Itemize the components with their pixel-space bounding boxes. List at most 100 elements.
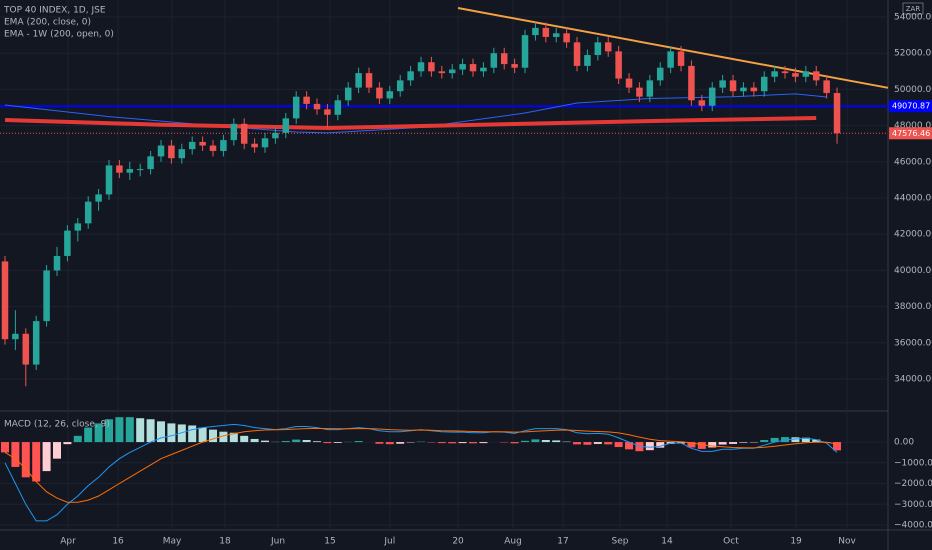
candle-body xyxy=(636,87,643,97)
candle-body xyxy=(469,64,477,72)
candle-body xyxy=(292,96,300,119)
x-tick-label: 14 xyxy=(661,537,673,547)
x-tick-label: 19 xyxy=(790,537,802,547)
candle-body xyxy=(532,27,539,36)
candle-body xyxy=(688,65,695,101)
macd-histogram-bar xyxy=(385,442,394,445)
macd-histogram-bar xyxy=(729,442,738,444)
candle-body xyxy=(261,138,269,148)
y-tick-label: 0.00 xyxy=(894,438,914,448)
macd-histogram-bar xyxy=(188,425,197,443)
macd-histogram-bar xyxy=(157,421,166,443)
y-tick-label: −2000.00 xyxy=(894,479,932,489)
macd-histogram-bar xyxy=(115,417,124,443)
macd-histogram-bar xyxy=(437,442,446,444)
macd-histogram-bar xyxy=(11,442,20,467)
macd-histogram-bar xyxy=(333,442,342,443)
y-tick-label: 52000.00 xyxy=(894,49,932,59)
x-tick-label: 18 xyxy=(219,537,231,547)
candle-body xyxy=(386,91,394,99)
y-tick-label: 44000.00 xyxy=(894,194,932,204)
macd-histogram-bar xyxy=(697,442,706,449)
macd-histogram-bar xyxy=(94,423,103,443)
indicator-label: EMA (200, close, 0) xyxy=(4,18,91,28)
macd-histogram-bar xyxy=(302,439,311,443)
macd-histogram-bar xyxy=(229,432,238,443)
macd-histogram-bar xyxy=(0,442,9,453)
macd-histogram-bar xyxy=(583,442,592,445)
price-tag xyxy=(889,100,932,113)
x-tick-label: 16 xyxy=(112,537,124,547)
candle-body xyxy=(719,80,726,88)
macd-histogram-bar xyxy=(656,442,665,448)
macd-histogram-bar xyxy=(209,429,218,443)
macd-histogram-bar xyxy=(552,440,561,443)
macd-histogram-bar xyxy=(375,442,384,444)
candle-body xyxy=(646,80,654,97)
x-tick-label: 20 xyxy=(452,537,464,547)
candle-body xyxy=(313,103,321,110)
macd-histogram-bar xyxy=(812,439,821,443)
macd-histogram-bar xyxy=(292,439,301,443)
candle-body xyxy=(480,67,487,72)
candle-body xyxy=(677,51,685,66)
macd-histogram-bar xyxy=(521,440,530,443)
macd-histogram-bar xyxy=(313,441,322,443)
candle-body xyxy=(272,132,279,139)
candle-body xyxy=(84,201,92,224)
macd-histogram-bar xyxy=(687,442,696,448)
candle-body xyxy=(604,42,612,52)
macd-histogram-bar xyxy=(448,442,457,444)
macd-histogram-bar xyxy=(833,442,842,451)
candle-body xyxy=(802,71,810,77)
macd-histogram-bar xyxy=(354,441,363,443)
candle-body xyxy=(365,73,373,88)
currency: ZAR xyxy=(906,5,921,13)
macd-histogram-bar xyxy=(573,442,582,445)
x-tick-label: Jun xyxy=(270,537,285,547)
macd-histogram-bar xyxy=(541,439,550,443)
candle-body xyxy=(230,123,238,141)
candle-body xyxy=(500,53,508,65)
candle-body xyxy=(220,140,227,151)
macd-histogram-bar xyxy=(42,442,51,472)
x-tick-label: Nov xyxy=(838,537,856,547)
candle-body xyxy=(157,145,165,157)
x-tick-label: Sep xyxy=(611,537,628,547)
x-tick-label: Oct xyxy=(723,537,739,547)
candle-body xyxy=(53,255,61,271)
candle-body xyxy=(407,71,414,81)
candle-body xyxy=(95,194,102,202)
candle-body xyxy=(594,42,602,56)
candle-body xyxy=(32,321,40,365)
candle-body xyxy=(188,141,196,150)
candle-body xyxy=(833,93,841,134)
candle-body xyxy=(22,333,30,365)
candle-body xyxy=(396,80,404,92)
candle-body xyxy=(740,87,747,92)
macd-histogram-bar xyxy=(760,439,769,443)
macd-histogram-bar xyxy=(219,431,228,443)
macd-histogram-bar xyxy=(63,442,72,445)
macd-histogram-bar xyxy=(52,442,61,459)
candle-body xyxy=(667,51,674,68)
macd-histogram-bar xyxy=(281,441,290,443)
macd-histogram-bar xyxy=(21,442,30,478)
candle-body xyxy=(563,33,570,43)
candle-body xyxy=(760,76,768,92)
candle-body xyxy=(615,51,622,79)
macd-histogram-bar xyxy=(136,418,145,443)
y-tick-label: 48000.00 xyxy=(894,121,932,131)
macd-histogram-bar xyxy=(250,438,259,443)
candle-body xyxy=(376,87,383,99)
y-tick-label: −4000.00 xyxy=(894,521,932,531)
candle-body xyxy=(303,96,310,104)
y-tick-label: 50000.00 xyxy=(894,85,932,95)
candle-body xyxy=(64,230,71,256)
candle-body xyxy=(1,261,9,340)
candle-body xyxy=(74,223,82,231)
macd-histogram-bar xyxy=(801,437,810,443)
x-tick-label: 17 xyxy=(557,537,568,547)
